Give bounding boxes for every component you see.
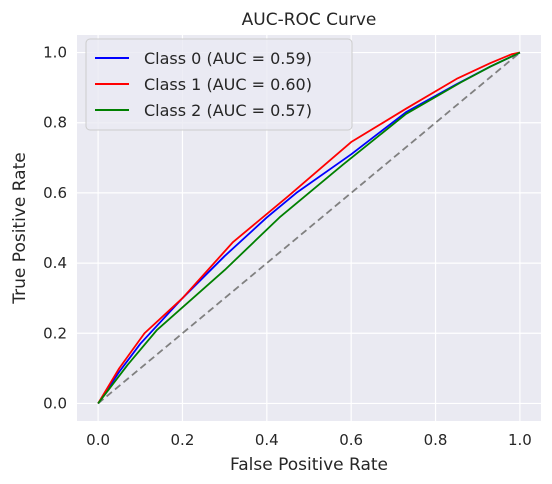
x-tick-label: 1.0 bbox=[508, 431, 532, 449]
series-line bbox=[97, 51, 521, 404]
reference-diagonal-line bbox=[97, 51, 521, 405]
y-tick-label: 0.0 bbox=[43, 394, 67, 412]
legend-label: Class 1 (AUC = 0.60) bbox=[144, 75, 312, 94]
y-tick-label: 0.6 bbox=[43, 184, 67, 202]
chart-title: AUC-ROC Curve bbox=[242, 10, 377, 30]
x-tick-label: 0.0 bbox=[86, 431, 110, 449]
y-tick-label: 0.4 bbox=[43, 254, 67, 272]
series-line bbox=[97, 51, 521, 405]
x-tick-label: 0.4 bbox=[255, 431, 279, 449]
x-ticks: 0.0 0.2 0.4 0.6 0.8 1.0 bbox=[86, 431, 532, 449]
legend-label: Class 0 (AUC = 0.59) bbox=[144, 49, 312, 68]
legend: Class 0 (AUC = 0.59) Class 1 (AUC = 0.60)… bbox=[85, 38, 353, 131]
y-axis-label: True Positive Rate bbox=[10, 152, 30, 304]
y-ticks: 0.0 0.2 0.4 0.6 0.8 1.0 bbox=[43, 44, 67, 413]
series-lines bbox=[97, 51, 521, 405]
legend-label: Class 2 (AUC = 0.57) bbox=[144, 101, 312, 120]
legend-box bbox=[85, 38, 353, 131]
y-tick-label: 0.8 bbox=[43, 114, 67, 132]
x-axis-label: False Positive Rate bbox=[230, 455, 388, 475]
x-tick-label: 0.2 bbox=[171, 431, 195, 449]
y-tick-label: 0.2 bbox=[43, 324, 67, 342]
x-tick-label: 0.8 bbox=[424, 431, 448, 449]
y-tick-label: 1.0 bbox=[43, 44, 67, 62]
x-tick-label: 0.6 bbox=[339, 431, 363, 449]
